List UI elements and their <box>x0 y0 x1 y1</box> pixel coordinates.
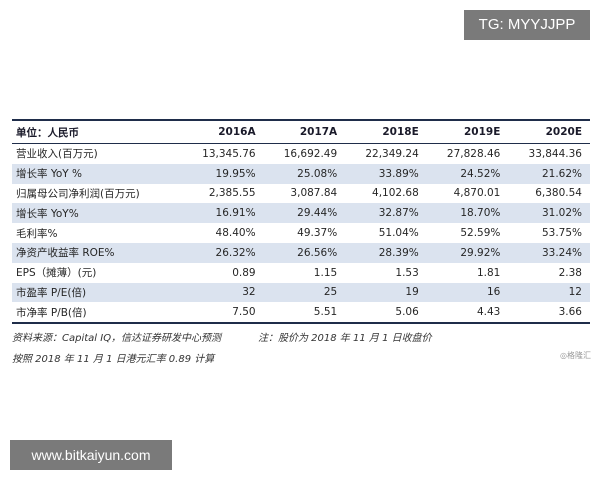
fx-rate-note: 按照 2018 年 11 月 1 日港元汇率 0.89 计算 <box>12 354 215 365</box>
table-cell: 22,349.24 <box>365 147 419 160</box>
table-cell: 26.32% <box>182 242 264 263</box>
table-row: 增长率 YoY% 16.91% 29.44% 32.87% 18.70% 31.02% <box>12 203 590 224</box>
table-cell: 33,844.36 <box>528 147 582 160</box>
table-cell: 25.08% <box>263 163 346 184</box>
table-row: 净资产收益率 ROE% 26.32% 26.56% 28.39% 29.92% 33.24… <box>12 242 590 263</box>
gelonghui-logo: ◎格隆汇 <box>560 351 591 360</box>
table-cell: 1.81 <box>476 266 501 279</box>
table-cell: 31.02% <box>508 203 590 224</box>
table-cell: 3.66 <box>558 306 582 319</box>
table-cell: 4,102.68 <box>372 187 419 200</box>
row-label: 净资产收益率 ROE% <box>12 242 182 263</box>
table-cell: 4.43 <box>476 306 501 319</box>
row-label: 毛利率% <box>16 227 58 240</box>
table-cell: 26.56% <box>263 242 346 263</box>
table-cell: 2,385.55 <box>208 187 256 200</box>
table-cell: 16 <box>426 282 509 303</box>
table-cell: 4,870.01 <box>453 187 501 200</box>
table-cell: 51.04% <box>378 227 419 240</box>
table-row: 营业收入(百万元) 13,345.76 16,692.49 22,349.24 27,8… <box>12 144 590 164</box>
row-label: 市盈率 P/E(倍) <box>12 282 182 303</box>
table-cell: 16,692.49 <box>283 147 338 160</box>
site-watermark: www.bitkaiyun.com <box>10 440 172 470</box>
table-cell: 24.52% <box>426 163 509 184</box>
table-row: 市净率 P/B(倍) 7.50 5.51 5.06 4.43 3.66 <box>12 302 590 324</box>
table-cell: 7.50 <box>232 306 256 319</box>
table-cell: 6,380.54 <box>535 187 582 200</box>
year-header: 2020E <box>545 126 582 138</box>
table-cell: 29.44% <box>263 203 346 224</box>
table-cell: 32.87% <box>345 203 427 224</box>
row-label: 增长率 YoY % <box>12 163 182 184</box>
table-cell: 16.91% <box>182 203 264 224</box>
table-cell: 19.95% <box>182 163 264 184</box>
financial-forecast-table: 单位：人民币 2016A 2017A 2018E 2019E 2020E 营业收… <box>12 119 590 324</box>
table-row: 增长率 YoY % 19.95% 25.08% 33.89% 24.52% 21.62% <box>12 163 590 184</box>
year-header: 2016A <box>218 126 256 138</box>
table-cell: 0.89 <box>232 266 256 279</box>
table-row: 毛利率% 48.40% 49.37% 51.04% 52.59% 53.75% <box>12 223 590 243</box>
row-label: 营业收入(百万元) <box>16 148 98 161</box>
row-label: 增长率 YoY% <box>12 203 182 224</box>
table-cell: 25 <box>263 282 346 303</box>
table-cell: 12 <box>508 282 590 303</box>
table-cell: 1.53 <box>395 266 419 279</box>
row-label: 市净率 P/B(倍) <box>16 306 87 319</box>
table-cell: 27,828.46 <box>446 147 501 160</box>
table-row: EPS（摊薄）(元) 0.89 1.15 1.53 1.81 2.38 <box>12 263 590 283</box>
table-cell: 5.51 <box>313 306 338 319</box>
table-cell: 33.89% <box>345 163 427 184</box>
table-cell: 53.75% <box>541 227 582 240</box>
table-cell: 49.37% <box>297 227 338 240</box>
table-cell: 52.59% <box>460 227 501 240</box>
table-cell: 32 <box>182 282 264 303</box>
tg-watermark: TG: MYYJJPP <box>464 10 590 40</box>
table-cell: 3,087.84 <box>290 187 338 200</box>
table-cell: 5.06 <box>395 306 419 319</box>
row-label: EPS（摊薄）(元) <box>16 267 97 280</box>
price-date-note: 注：股价为 2018 年 11 月 1 日收盘价 <box>258 333 432 344</box>
table-cell: 1.15 <box>313 266 338 279</box>
row-label: 归属母公司净利润(百万元) <box>16 187 140 200</box>
table-cell: 48.40% <box>215 227 256 240</box>
source-note: 资料来源：Capital IQ，信达证券研发中心预测 <box>12 333 222 344</box>
year-header: 2017A <box>299 126 338 138</box>
table-header-row: 单位：人民币 2016A 2017A 2018E 2019E 2020E <box>12 120 590 144</box>
table-cell: 19 <box>345 282 427 303</box>
year-header: 2019E <box>463 126 501 138</box>
year-header: 2018E <box>382 126 419 138</box>
table-cell: 2.38 <box>558 266 582 279</box>
table-cell: 13,345.76 <box>202 147 256 160</box>
table-cell: 29.92% <box>426 242 509 263</box>
table-cell: 33.24% <box>508 242 590 263</box>
table-cell: 28.39% <box>345 242 427 263</box>
unit-header: 单位：人民币 <box>16 126 79 139</box>
table-cell: 21.62% <box>508 163 590 184</box>
table-row: 归属母公司净利润(百万元) 2,385.55 3,087.84 4,102.68 4,8… <box>12 184 590 204</box>
table-row: 市盈率 P/E(倍) 32 25 19 16 12 <box>12 282 590 303</box>
table-cell: 18.70% <box>426 203 509 224</box>
